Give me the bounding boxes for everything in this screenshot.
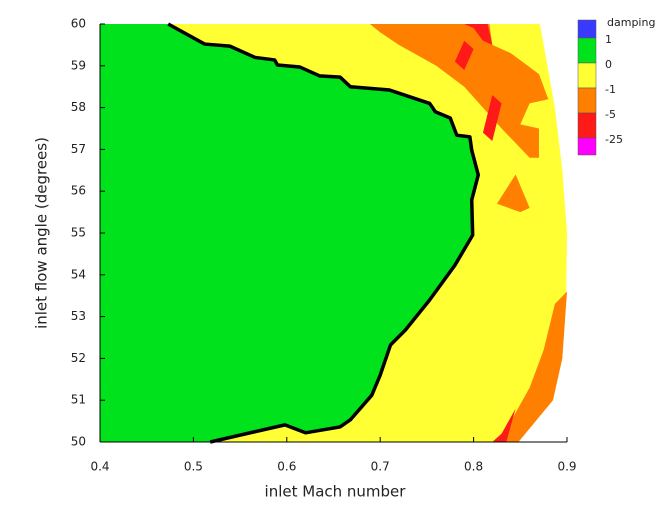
y-tick-label: 60 — [71, 17, 86, 31]
contour-region — [100, 24, 479, 442]
x-tick-label: 0.7 — [371, 460, 390, 474]
x-tick-label: 0.6 — [277, 460, 296, 474]
y-tick-label: 55 — [71, 226, 86, 240]
x-tick-label: 0.5 — [184, 460, 203, 474]
legend-title: damping — [607, 16, 655, 29]
y-tick-label: 58 — [71, 100, 86, 114]
contour-region — [464, 24, 493, 45]
legend-swatch — [577, 37, 597, 64]
contour-region — [501, 291, 567, 442]
x-axis-label: inlet Mach number — [265, 483, 407, 501]
x-tick-label: 0.9 — [557, 460, 576, 474]
stability-boundary — [167, 22, 481, 444]
legend-label: 1 — [605, 33, 612, 46]
y-tick-label: 56 — [71, 184, 86, 198]
y-tick-label: 57 — [71, 142, 86, 156]
contour-region — [496, 174, 530, 213]
legend-swatch — [577, 19, 597, 39]
contour-region — [454, 40, 474, 70]
y-tick-label: 52 — [71, 351, 86, 365]
legend-label: -25 — [605, 133, 623, 146]
y-tick-label: 59 — [71, 58, 86, 72]
y-tick-label: 54 — [71, 267, 86, 281]
legend-label: 0 — [605, 58, 612, 71]
legend-label: -1 — [605, 83, 616, 96]
y-axis-label: inlet flow angle (degrees) — [33, 137, 51, 329]
contour-region — [492, 408, 516, 442]
y-tick-label: 50 — [71, 435, 86, 449]
contour-region — [482, 95, 502, 142]
x-tick-label: 0.8 — [464, 460, 483, 474]
y-tick-label: 53 — [71, 309, 86, 323]
legend-swatch — [577, 62, 597, 89]
legend-label: -5 — [605, 108, 616, 121]
legend-swatch — [577, 87, 597, 114]
legend-swatch — [577, 137, 597, 156]
y-tick-label: 51 — [71, 393, 86, 407]
contour-region — [369, 24, 549, 158]
x-tick-label: 0.4 — [90, 460, 109, 474]
legend-swatch — [577, 112, 597, 139]
